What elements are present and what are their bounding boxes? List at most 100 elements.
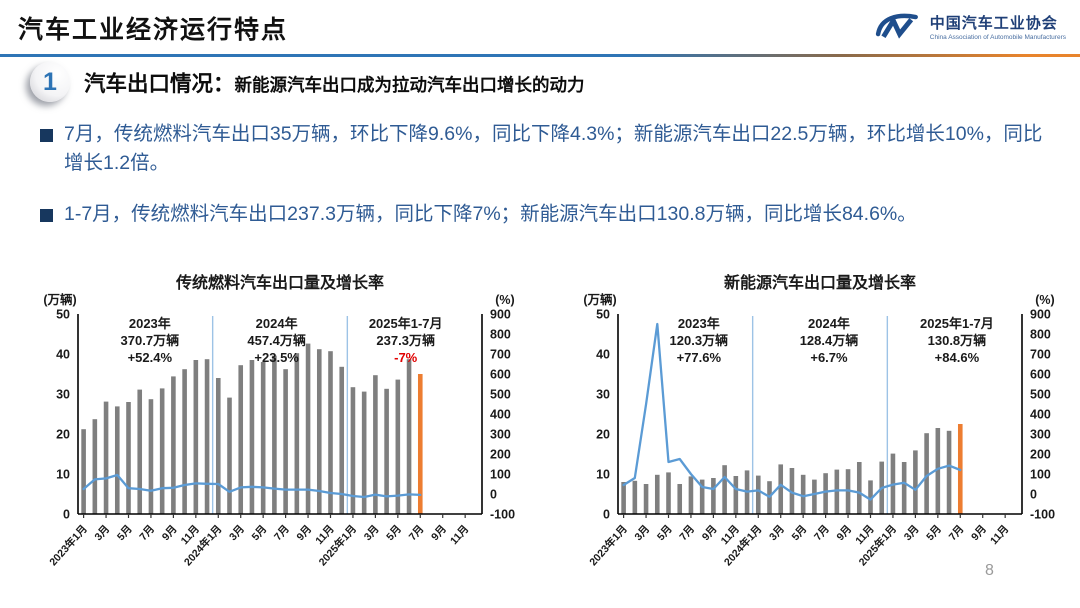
section-number-badge: 1 bbox=[30, 62, 70, 102]
bullet-item: 1-7月，传统燃料汽车出口237.3万辆，同比下降7%；新能源汽车出口130.8… bbox=[40, 200, 1060, 229]
export-bar bbox=[417, 374, 423, 514]
svg-text:500: 500 bbox=[490, 388, 511, 402]
svg-text:3月: 3月 bbox=[227, 523, 247, 543]
export-bar bbox=[81, 429, 86, 514]
svg-text:20: 20 bbox=[56, 428, 70, 442]
export-bar bbox=[722, 465, 727, 514]
svg-text:2025年1-7月: 2025年1-7月 bbox=[369, 316, 443, 331]
svg-text:3月: 3月 bbox=[92, 523, 112, 543]
svg-text:2023年1月: 2023年1月 bbox=[587, 522, 630, 568]
export-bar bbox=[238, 365, 244, 514]
svg-text:3月: 3月 bbox=[902, 523, 922, 543]
export-bar bbox=[305, 343, 311, 514]
export-bar bbox=[868, 480, 873, 514]
export-bar bbox=[361, 391, 367, 514]
svg-text:+52.4%: +52.4% bbox=[128, 350, 173, 365]
svg-text:300: 300 bbox=[1030, 428, 1051, 442]
svg-text:+84.6%: +84.6% bbox=[935, 350, 980, 365]
export-bar bbox=[114, 406, 120, 514]
bullet-item: 7月，传统燃料汽车出口35万辆，环比下降9.6%，同比下降4.3%；新能源汽车出… bbox=[40, 120, 1060, 179]
svg-text:130.8万辆: 130.8万辆 bbox=[928, 333, 987, 348]
section-heading-sub: 新能源汽车出口成为拉动汽车出口增长的动力 bbox=[234, 74, 585, 95]
svg-text:5月: 5月 bbox=[924, 523, 944, 543]
export-bar bbox=[227, 397, 232, 514]
caam-logo: 中国汽车工业协会 China Association of Automobile… bbox=[869, 9, 1066, 48]
svg-text:400: 400 bbox=[490, 408, 511, 422]
export-bar bbox=[823, 473, 828, 514]
export-bar bbox=[294, 353, 300, 514]
svg-text:2024年: 2024年 bbox=[256, 316, 298, 331]
svg-text:600: 600 bbox=[490, 368, 511, 382]
svg-text:+23.5%: +23.5% bbox=[254, 350, 299, 365]
export-bar bbox=[406, 359, 412, 514]
export-bar bbox=[845, 469, 851, 514]
svg-text:50: 50 bbox=[56, 308, 70, 322]
svg-text:新能源汽车出口量及增长率: 新能源汽车出口量及增长率 bbox=[724, 273, 916, 292]
export-bar bbox=[789, 468, 795, 514]
export-bar bbox=[666, 472, 671, 514]
export-bar bbox=[148, 399, 154, 514]
growth-rate-line bbox=[82, 473, 422, 499]
svg-text:9月: 9月 bbox=[294, 523, 314, 543]
export-bar bbox=[755, 475, 761, 514]
chart-canvas: 传统燃料汽车出口量及增长率 (万辆) (%) 2023年 370.7万辆 +52.4% 20… bbox=[43, 273, 515, 568]
summary-bullets: 7月，传统燃料汽车出口35万辆，环比下降9.6%，同比下降4.3%；新能源汽车出… bbox=[40, 120, 1060, 250]
svg-text:500: 500 bbox=[1030, 388, 1051, 402]
bullet-text: 1-7月，传统燃料汽车出口237.3万辆，同比下降7%；新能源汽车出口130.8… bbox=[64, 202, 917, 225]
section-heading-main: 汽车出口情况： bbox=[84, 71, 235, 96]
svg-text:400: 400 bbox=[1030, 408, 1051, 422]
svg-text:-7%: -7% bbox=[394, 350, 418, 365]
export-bar bbox=[272, 355, 277, 514]
svg-text:457.4万辆: 457.4万辆 bbox=[247, 333, 306, 348]
svg-text:5月: 5月 bbox=[655, 523, 675, 543]
svg-text:0: 0 bbox=[1030, 488, 1037, 502]
caam-logo-icon bbox=[869, 9, 923, 48]
svg-text:200: 200 bbox=[1030, 448, 1051, 462]
svg-text:9月: 9月 bbox=[160, 523, 180, 543]
export-bar bbox=[92, 419, 98, 514]
page-title: 汽车工业经济运行特点 bbox=[18, 16, 289, 44]
svg-text:10: 10 bbox=[596, 468, 610, 482]
export-bar bbox=[946, 430, 952, 514]
export-bar bbox=[126, 402, 131, 514]
export-bar bbox=[384, 388, 389, 514]
svg-text:0: 0 bbox=[63, 508, 70, 522]
export-bar bbox=[812, 479, 817, 514]
export-bar bbox=[316, 349, 322, 514]
svg-text:700: 700 bbox=[490, 348, 511, 362]
svg-text:(万辆): (万辆) bbox=[583, 292, 616, 307]
export-bar bbox=[643, 484, 649, 514]
svg-text:20: 20 bbox=[596, 428, 610, 442]
charts-area: 传统燃料汽车出口量及增长率 (万辆) (%) 2023年 370.7万辆 +52.4% 20… bbox=[20, 268, 1076, 590]
page-number: 8 bbox=[985, 562, 994, 579]
growth-rate-line bbox=[622, 322, 962, 501]
export-bar bbox=[182, 369, 187, 514]
svg-text:10: 10 bbox=[56, 468, 70, 482]
svg-text:7月: 7月 bbox=[137, 523, 157, 543]
svg-text:900: 900 bbox=[490, 308, 511, 322]
svg-text:30: 30 bbox=[56, 388, 70, 402]
svg-text:30: 30 bbox=[596, 388, 610, 402]
svg-text:300: 300 bbox=[490, 428, 511, 442]
svg-text:传统燃料汽车出口量及增长率: 传统燃料汽车出口量及增长率 bbox=[175, 273, 384, 292]
svg-text:5月: 5月 bbox=[115, 523, 135, 543]
svg-text:-100: -100 bbox=[1030, 508, 1055, 522]
logo-org-name-en: China Association of Automobile Manufact… bbox=[929, 34, 1066, 42]
svg-text:3月: 3月 bbox=[362, 523, 382, 543]
bullet-text: 7月，传统燃料汽车出口35万辆，环比下降9.6%，同比下降4.3%；新能源汽车出… bbox=[64, 123, 1043, 175]
svg-text:2025年1-7月: 2025年1-7月 bbox=[920, 316, 994, 331]
svg-text:2023年: 2023年 bbox=[678, 316, 720, 331]
svg-text:700: 700 bbox=[1030, 348, 1051, 362]
svg-text:7月: 7月 bbox=[947, 523, 967, 543]
export-bar bbox=[260, 362, 266, 514]
svg-text:3月: 3月 bbox=[767, 523, 787, 543]
svg-text:9月: 9月 bbox=[834, 523, 854, 543]
svg-text:200: 200 bbox=[490, 448, 511, 462]
export-bar bbox=[935, 428, 941, 514]
svg-text:7月: 7月 bbox=[272, 523, 292, 543]
svg-text:5月: 5月 bbox=[790, 523, 810, 543]
svg-text:40: 40 bbox=[56, 348, 70, 362]
export-bar bbox=[654, 474, 660, 514]
svg-text:(%): (%) bbox=[1035, 293, 1054, 307]
svg-text:800: 800 bbox=[1030, 328, 1051, 342]
